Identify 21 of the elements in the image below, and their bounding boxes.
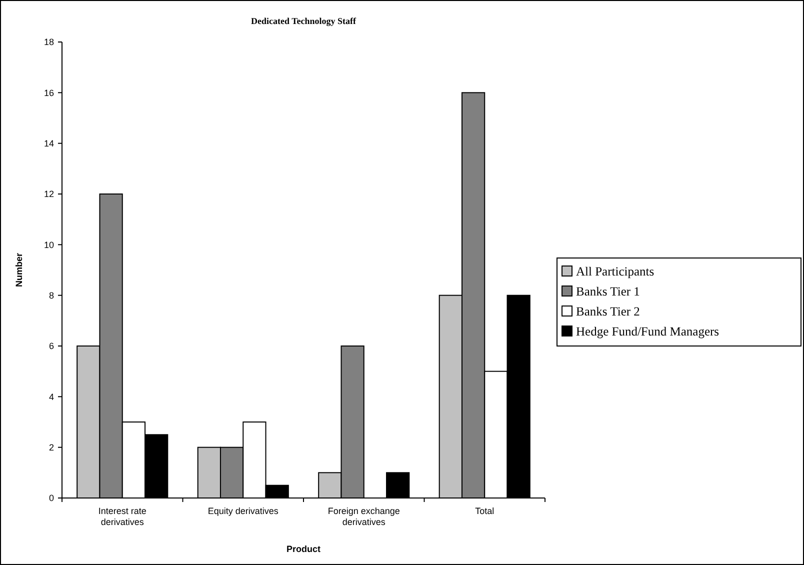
legend-label: Banks Tier 2 [576, 304, 640, 318]
chart-title: Dedicated Technology Staff [250, 16, 357, 26]
legend-label: Hedge Fund/Fund Managers [576, 324, 720, 338]
legend-label: Banks Tier 1 [576, 284, 640, 298]
y-tick-label: 18 [44, 37, 54, 48]
x-tick-label: Foreign exchange derivatives [328, 506, 400, 527]
legend-label: All Participants [576, 264, 654, 278]
y-tick-label: 8 [48, 290, 54, 300]
y-tick-label: 12 [44, 189, 54, 200]
y-tick-label: 6 [48, 341, 54, 352]
x-tick-label: Interest rate derivatives [98, 506, 146, 527]
y-tick-label: 10 [44, 240, 54, 250]
x-tick-label: Equity derivatives [208, 506, 279, 516]
x-tick-label: Total [475, 506, 494, 516]
y-tick-label: 2 [48, 442, 54, 452]
y-axis-title: Number [14, 252, 24, 288]
y-tick-label: 0 [48, 493, 54, 504]
y-tick-label: 14 [44, 138, 54, 148]
y-tick-label: 4 [48, 392, 54, 402]
x-axis-title: Product [286, 544, 321, 554]
y-tick-label: 16 [44, 88, 54, 98]
